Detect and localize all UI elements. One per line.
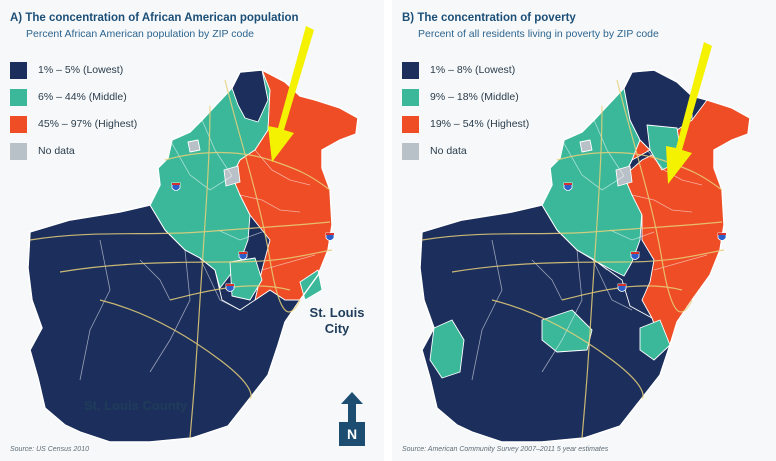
panel-divider (384, 0, 392, 461)
interstate-shield-icon (617, 283, 627, 292)
st-louis-county-label: St. Louis County (84, 398, 188, 413)
highway-line (224, 79, 301, 313)
zip-border (201, 119, 233, 177)
interstate-shield-icon (717, 232, 727, 241)
panel-title: A) The concentration of African American… (10, 12, 299, 24)
source-note: Source: US Census 2010 (10, 446, 89, 453)
legend-label: 9% – 18% (Middle) (430, 91, 519, 103)
zip-border (199, 257, 241, 311)
zip-border (609, 229, 655, 241)
highway-line (616, 79, 693, 313)
zip-border (169, 139, 233, 191)
zip-region-nodata (579, 139, 593, 153)
highway-line (451, 249, 725, 273)
legend-swatch-nodata (10, 143, 27, 160)
highway-line (581, 105, 603, 439)
highway-line (421, 221, 723, 241)
zip-region-nodata (187, 139, 201, 153)
zip-region-middle (639, 319, 671, 361)
interstate-shield-icon (238, 251, 248, 260)
legend-label: 1% – 5% (Lowest) (38, 64, 124, 76)
legend-swatch-middle (402, 89, 419, 106)
zip-border (149, 249, 191, 373)
county-boundary (27, 69, 359, 443)
st-louis-city-label: St. Louis City (300, 305, 374, 337)
map-panel-b: B) The concentration of poverty Percent … (392, 0, 776, 461)
interstate-shield-icon (630, 251, 640, 260)
zip-code-map (27, 26, 359, 443)
legend-swatch-low (10, 62, 27, 79)
interstate-shield-icon (325, 232, 335, 241)
legend-swatch-high (10, 116, 27, 133)
county-boundary (419, 69, 751, 443)
legend-swatch-middle (10, 89, 27, 106)
legend-label: 19% – 54% (Highest) (430, 118, 530, 130)
source-note: Source: American Community Survey 2007–2… (402, 446, 609, 453)
panel-subtitle: Percent African American population by Z… (26, 28, 255, 40)
panel-title: B) The concentration of poverty (402, 12, 576, 24)
interstate-shield-icon (171, 182, 181, 191)
arrow-shape (268, 26, 314, 162)
zip-border (531, 259, 563, 301)
zip-border (217, 229, 263, 241)
zip-border (541, 249, 583, 373)
highway-line (491, 299, 644, 399)
north-arrow-icon: N (339, 392, 365, 446)
legend-swatch-low (402, 62, 419, 79)
highway-line (99, 299, 252, 399)
zip-border (471, 239, 503, 381)
north-label: N (339, 422, 365, 446)
highway-line (59, 249, 333, 273)
down-arrow-highlight-icon (268, 26, 314, 162)
legend-label: No data (430, 145, 467, 157)
legend-label: 6% – 44% (Middle) (38, 91, 127, 103)
zip-border (593, 119, 625, 177)
st-louis-city-label-line: St. Louis (309, 305, 365, 320)
zip-border (79, 239, 111, 381)
arrow-shape (666, 42, 712, 184)
panel-subtitle: Percent of all residents living in pover… (418, 28, 659, 40)
zip-border (139, 259, 171, 301)
highway-line (29, 221, 331, 241)
st-louis-city-label-line: City (324, 321, 350, 336)
legend-label: 1% – 8% (Lowest) (430, 64, 516, 76)
zip-border (631, 194, 693, 213)
zip-border (254, 149, 311, 186)
zip-region-middle (429, 319, 465, 379)
interstate-shield-icon (563, 182, 573, 191)
zip-border (561, 139, 625, 191)
highway-line (556, 151, 723, 191)
map-panel-a: A) The concentration of African American… (0, 0, 384, 461)
highway-line (189, 105, 211, 439)
legend-swatch-high (402, 116, 419, 133)
interstate-shield-icon (225, 283, 235, 292)
legend-swatch-nodata (402, 143, 419, 160)
zip-border (239, 194, 301, 213)
legend-label: 45% – 97% (Highest) (38, 118, 138, 130)
down-arrow-highlight-icon (666, 42, 712, 184)
highway-line (164, 151, 331, 191)
zip-code-map (419, 42, 751, 443)
legend-label: No data (38, 145, 75, 157)
zip-border (591, 257, 633, 311)
